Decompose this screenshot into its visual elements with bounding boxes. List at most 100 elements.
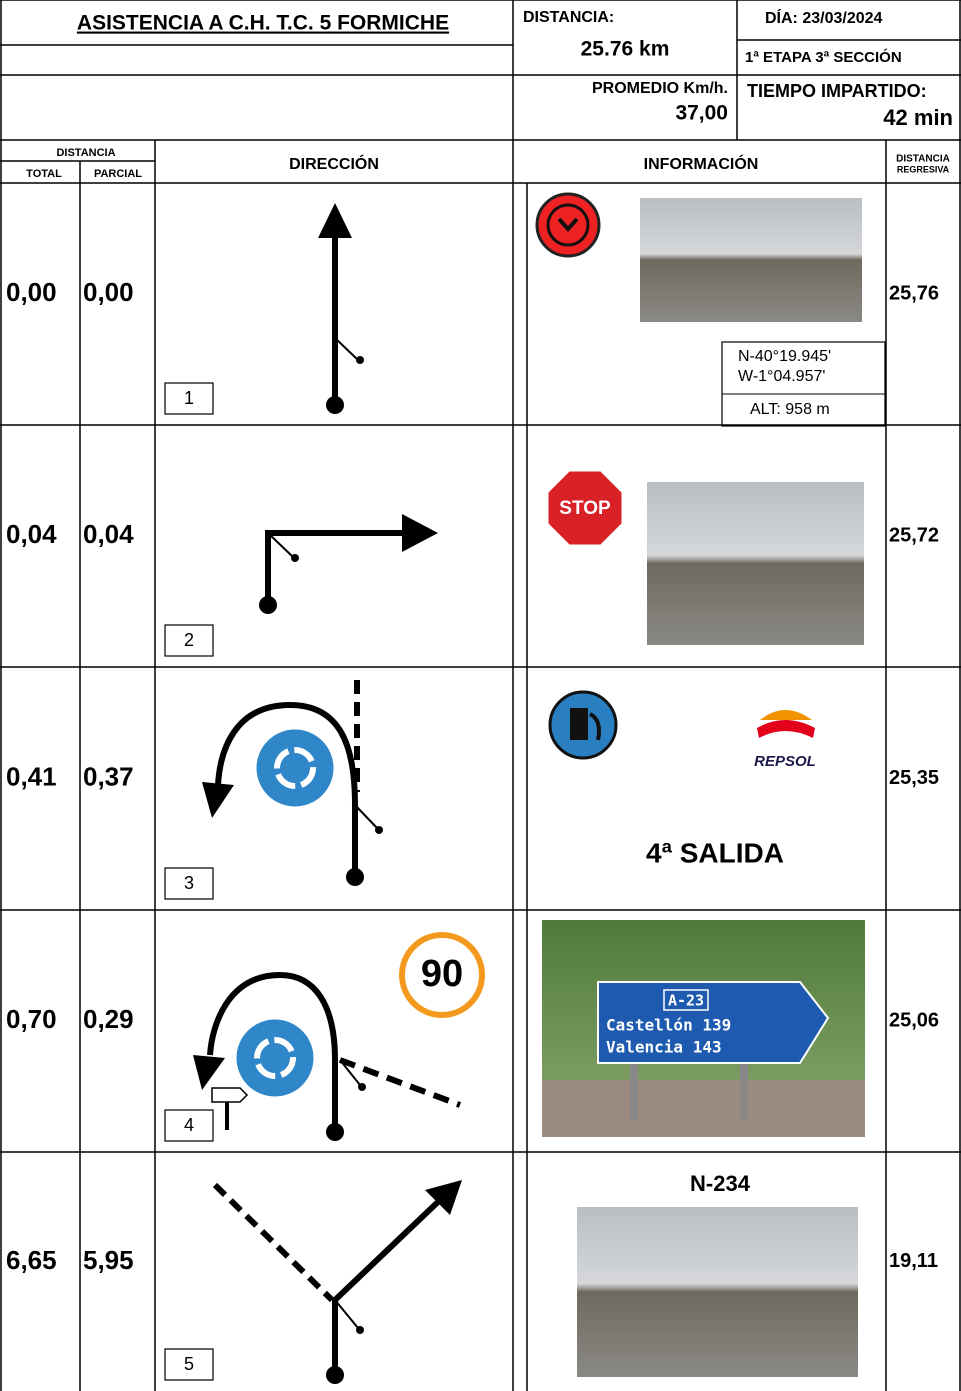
countdown: 25,76 [889, 283, 939, 305]
time: 42 min [883, 105, 953, 130]
graphic [215, 701, 358, 877]
total-distance: 0,00 [6, 277, 57, 307]
graphic [740, 1050, 748, 1120]
graphic [760, 710, 812, 720]
graphic [402, 514, 438, 552]
step-box [164, 1348, 214, 1381]
distance: 25.76 km [581, 38, 670, 61]
graphic [207, 971, 338, 1132]
graphic [356, 356, 364, 364]
step-number: 2 [184, 630, 194, 650]
countdown: 19,11 [889, 1250, 938, 1272]
partial-distance: 0,04 [83, 519, 134, 549]
graphic [202, 782, 234, 818]
graphic [630, 1050, 638, 1120]
step-box [164, 867, 214, 900]
brand: REPSOL [754, 753, 816, 770]
graphic [254, 1037, 296, 1079]
graphic [399, 932, 485, 1018]
title: ASISTENCIA A C.H. T.C. 5 FORMICHE [77, 12, 449, 35]
graphic [647, 482, 864, 645]
graphic [326, 1366, 344, 1384]
graphic [193, 1055, 225, 1090]
graphic [663, 989, 709, 1011]
average: 37,00 [675, 102, 728, 125]
column-header: DISTANCIA [56, 147, 115, 159]
graphic [274, 747, 316, 789]
altitude: ALT: 958 m [750, 401, 830, 418]
graphic [318, 203, 352, 238]
partial-distance: 5,95 [83, 1245, 134, 1275]
column-header: INFORMACIÓN [644, 154, 759, 173]
graphic [358, 1083, 366, 1091]
graphic [354, 804, 378, 829]
distance-label: DISTANCIA: [523, 9, 614, 26]
graphic [212, 1182, 335, 1303]
graphic [339, 1059, 361, 1086]
total-distance: 0,70 [6, 1004, 57, 1034]
partial-distance: 0,37 [83, 762, 134, 792]
step-box [164, 382, 214, 415]
countdown: 25,72 [889, 525, 939, 547]
graphic [425, 1180, 462, 1215]
graphic [577, 1207, 858, 1377]
road-name: N-234 [690, 1171, 751, 1196]
step-number: 4 [184, 1115, 194, 1135]
rows: 0,00 0,00 25,76 1 0,04 0,04 25,72 2 0,41 0,37 25,3… [6, 277, 939, 1381]
graphic [291, 554, 299, 562]
graphic [757, 720, 815, 738]
graphic [346, 868, 364, 886]
graphic [267, 532, 294, 558]
graphic [326, 396, 344, 414]
road-sign: A-23 [668, 992, 704, 1010]
graphic [375, 826, 383, 834]
step-box [164, 624, 214, 657]
column-header: PARCIAL [94, 168, 142, 180]
column-header: DIRECCIÓN [289, 154, 379, 173]
step-number: 1 [184, 388, 194, 408]
stop-sign: STOP [559, 498, 611, 519]
graphic [597, 981, 830, 1064]
coordinate: W-1°04.957' [738, 368, 825, 385]
time-label: TIEMPO IMPARTIDO: [747, 81, 927, 101]
graphic [588, 712, 601, 741]
countdown: 25,06 [889, 1010, 939, 1032]
total-distance: 0,04 [6, 519, 57, 549]
column-header: DISTANCIA [896, 154, 950, 165]
average-label: PROMEDIO Km/h. [592, 80, 728, 97]
graphic [326, 1123, 344, 1141]
step-number: 5 [184, 1354, 194, 1374]
graphic [721, 341, 886, 427]
graphic [570, 708, 588, 740]
road-sign: Castellón 139 [606, 1016, 731, 1035]
tulip-1 [332, 235, 359, 405]
graphic [545, 468, 625, 548]
graphic [211, 1087, 249, 1103]
total-distance: 0,41 [6, 762, 57, 792]
graphic [253, 726, 337, 810]
partial-distance: 0,29 [83, 1004, 134, 1034]
partial-distance: 0,00 [83, 277, 134, 307]
graphic [640, 198, 862, 322]
graphic [233, 1016, 317, 1100]
road-sign: Valencia 143 [606, 1038, 722, 1057]
graphic [259, 596, 277, 614]
graphic [546, 203, 590, 247]
step-box [164, 1109, 214, 1142]
stage: 1ª ETAPA 3ª SECCIÓN [745, 48, 902, 66]
total-distance: 6,65 [6, 1245, 57, 1275]
date: DÍA: 23/03/2024 [765, 8, 883, 27]
column-header: TOTAL [26, 168, 62, 180]
step-number: 3 [184, 873, 194, 893]
countdown: 25,35 [889, 767, 939, 789]
column-header: REGRESIVA [897, 164, 950, 174]
graphic [332, 1197, 443, 1375]
graphic [265, 530, 410, 605]
speed-limit: 90 [421, 953, 463, 995]
graphic [334, 337, 359, 361]
exit-note: 4ª SALIDA [646, 837, 784, 868]
coordinate: N-40°19.945' [738, 348, 831, 365]
